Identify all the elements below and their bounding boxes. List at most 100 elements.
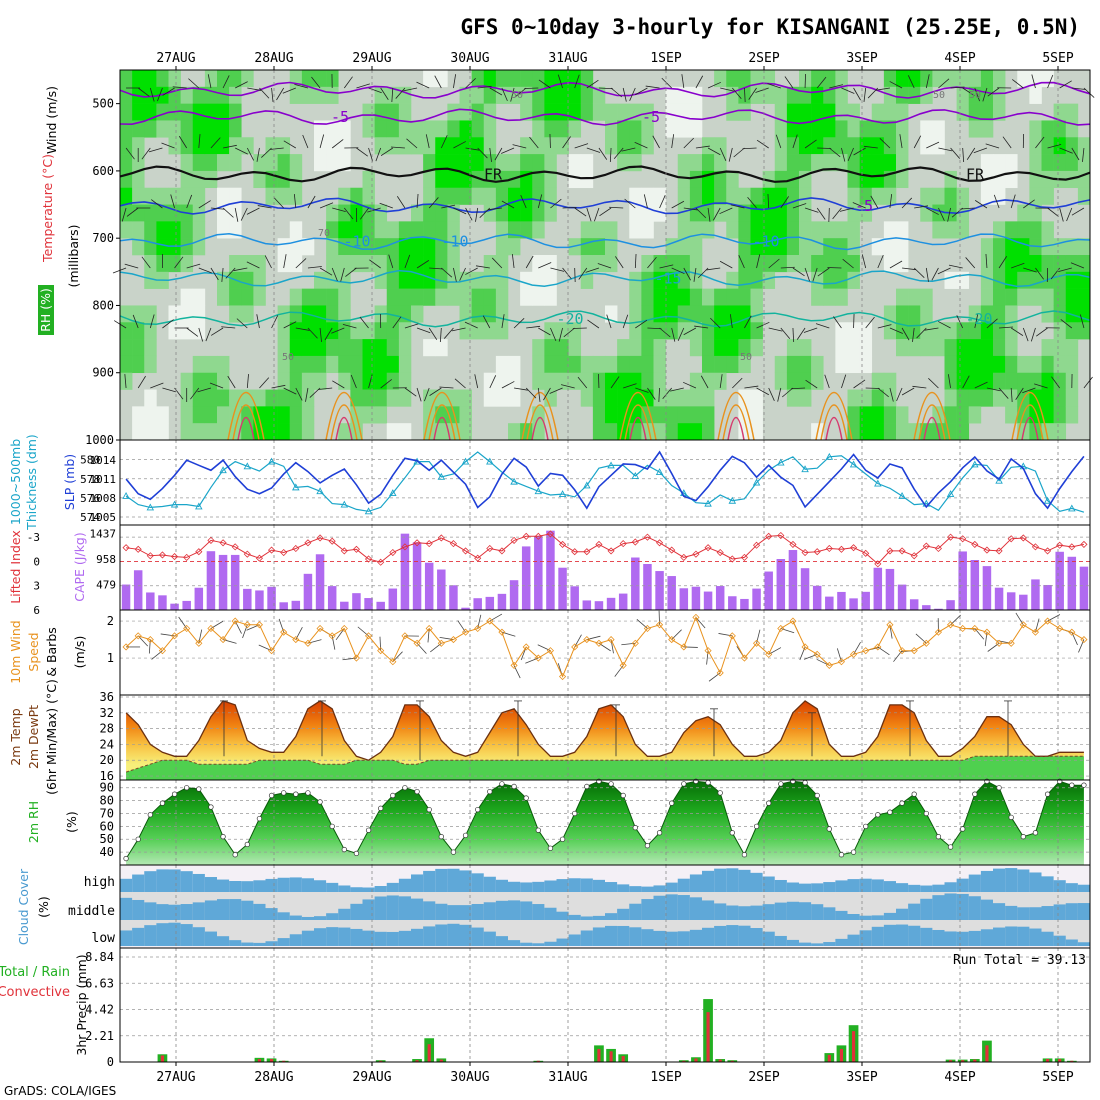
rh-point (887, 809, 893, 815)
lifted-index-point (668, 546, 676, 554)
rh-cell (714, 170, 727, 189)
rh-point (281, 790, 287, 796)
rh-cell (993, 322, 1006, 340)
wind-barb (222, 144, 237, 149)
cloud-cell (398, 892, 412, 920)
wind-barb (707, 207, 711, 222)
rh-cell (180, 154, 194, 172)
wind-barb (246, 261, 260, 269)
rh-cell (847, 389, 860, 407)
cloud-cell-fill (435, 924, 448, 946)
wind-barb (732, 87, 742, 99)
rh-cell (641, 221, 654, 239)
cloud-cell-bg (641, 868, 654, 892)
contour-label: 50 (740, 352, 752, 363)
rh-cell (289, 406, 303, 424)
lifted-index-point (777, 531, 785, 540)
rh-cell (180, 288, 194, 306)
wind-barb (526, 325, 541, 329)
wind-axis-label-3: & Barbs (44, 627, 59, 677)
cloud-cell (192, 892, 206, 920)
cloud-cell-fill (265, 878, 278, 892)
rh-cell (980, 154, 994, 172)
rh-cell (968, 355, 982, 374)
cloud-cell (556, 892, 569, 920)
rh-point (365, 827, 372, 833)
cloud-cell-fill (702, 870, 715, 892)
rh-cell (750, 389, 763, 407)
cloud-cell (386, 868, 400, 892)
cloud-cell (1053, 920, 1067, 946)
wind-barb (512, 144, 527, 149)
wind-barb (404, 323, 419, 329)
thickness-point (461, 457, 470, 465)
precip-convective-bar (730, 1060, 734, 1062)
cloud-cell (1065, 892, 1079, 920)
rh-cell (847, 187, 860, 205)
cloud-cell-fill (677, 878, 691, 892)
cloud-cell-fill (944, 882, 957, 892)
rh-cell (605, 423, 618, 441)
cloud-cell-fill (774, 935, 788, 946)
wind-barb (404, 387, 417, 397)
wind-tick-label: 1 (107, 651, 114, 665)
cloud-cell (314, 892, 327, 920)
cloud-cell-fill (508, 900, 521, 920)
rh-cell (180, 305, 194, 323)
wind-barb (733, 147, 745, 158)
cloud-cell-fill (896, 924, 909, 946)
wind-barb (985, 254, 988, 269)
rh-cell (495, 255, 509, 273)
rh-cell (980, 238, 994, 256)
contour-label: -5 (642, 108, 660, 126)
rh-cell (993, 238, 1006, 256)
rh-cell (168, 305, 181, 323)
cape-bar (1043, 584, 1052, 610)
rh-cell (556, 86, 569, 104)
convective-contour (227, 391, 265, 441)
rh-cell (217, 355, 230, 374)
rh-cell (156, 187, 169, 205)
rh-cell (799, 339, 812, 357)
cloud-cell (689, 920, 703, 946)
rh-cell (144, 406, 157, 424)
rh-cell (799, 154, 812, 172)
cloud-cell-fill (677, 931, 691, 946)
cloud-cell-fill (568, 914, 582, 920)
rh-cell (859, 187, 873, 205)
rh-cell (217, 70, 230, 88)
wind-barb (683, 207, 698, 211)
wind-barb (392, 316, 402, 329)
wind-barb (796, 327, 806, 340)
rh-cell (738, 204, 751, 222)
rh-cell (908, 86, 921, 104)
rh-cell (1053, 423, 1067, 441)
rh-cell (532, 339, 545, 357)
wind-barb (170, 194, 175, 209)
wind-barb (307, 266, 322, 269)
cloud-cell-fill (217, 879, 230, 892)
rh-cell (241, 423, 254, 441)
cape-bar (594, 601, 604, 610)
wind-barb (124, 263, 139, 269)
rh-cell (980, 288, 994, 306)
wind-barb (489, 375, 497, 389)
cloud-cell (229, 892, 242, 920)
cloud-cell (411, 892, 424, 920)
wind-barb (233, 267, 248, 272)
cloud-cell (750, 868, 763, 892)
rh-cell (689, 406, 703, 424)
cloud-cell-fill (629, 903, 642, 920)
cloud-cell (192, 920, 206, 946)
rh-cell (1041, 255, 1054, 273)
rh-cell (398, 120, 412, 138)
thickness-point (170, 500, 179, 508)
precip-convective-bar (597, 1048, 601, 1062)
rh-point (232, 852, 238, 858)
rh-cell (289, 305, 303, 323)
cloud-cell-bg (605, 892, 618, 920)
rh-cell (156, 70, 169, 88)
wind-barb (416, 194, 419, 209)
rh-cell (180, 137, 194, 155)
wind-barb (624, 198, 636, 209)
